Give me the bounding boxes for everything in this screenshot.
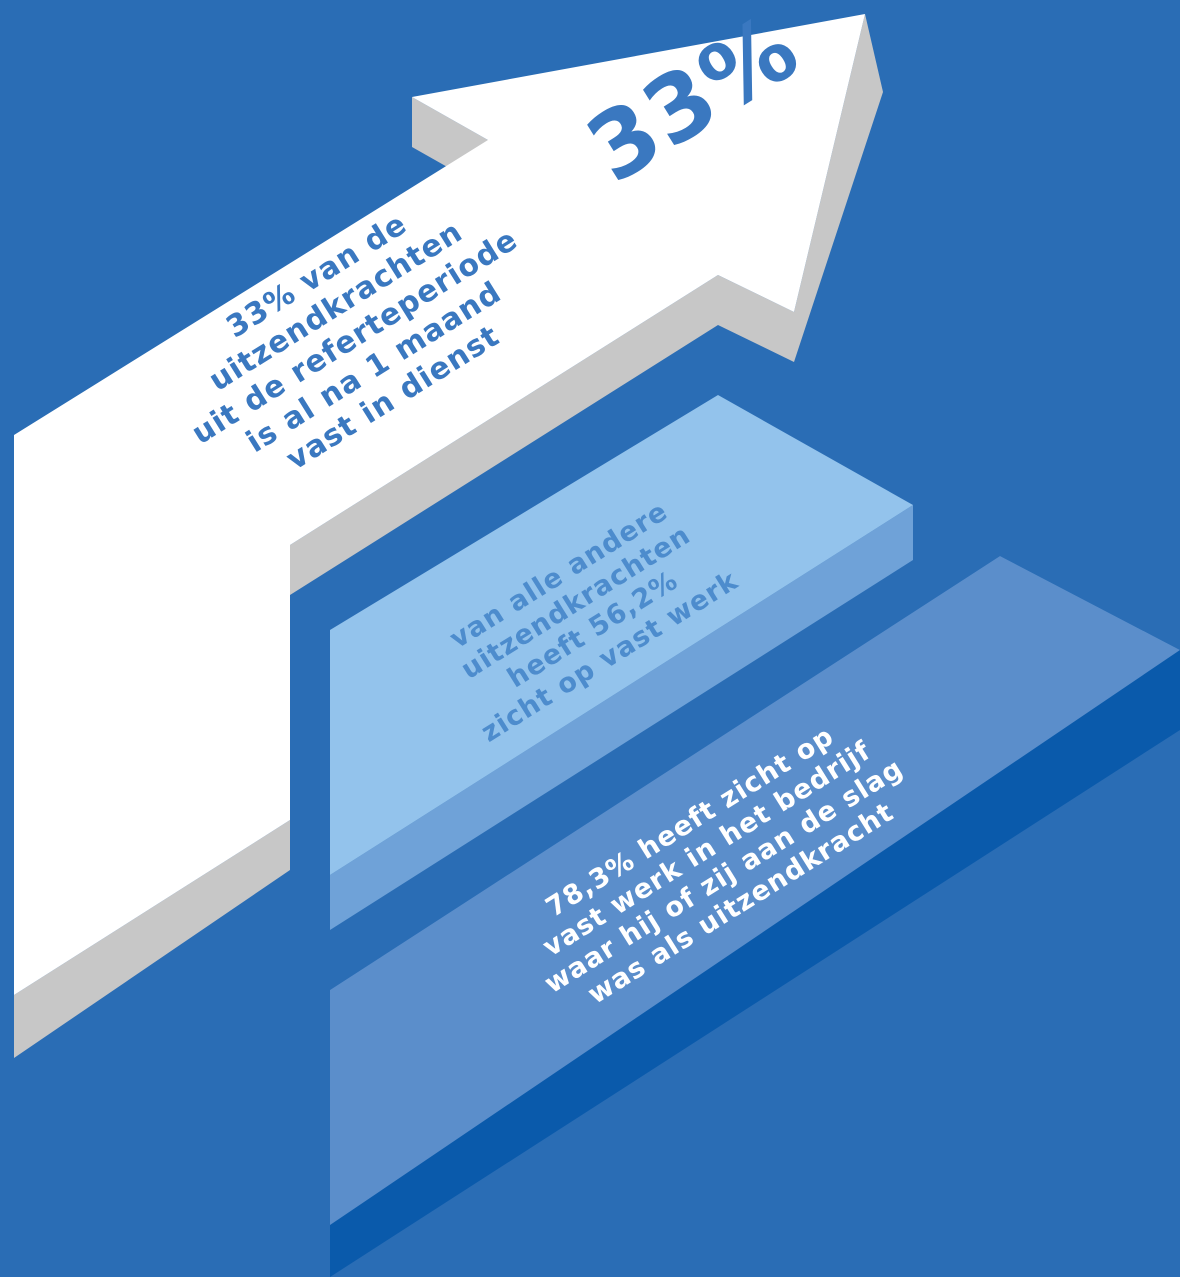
arrow-side-shaft bbox=[290, 275, 718, 595]
arrow-side-head bbox=[794, 14, 883, 362]
bottom-step bbox=[330, 556, 1180, 1277]
middle-step-top bbox=[330, 395, 913, 875]
middle-step bbox=[330, 395, 913, 930]
bottom-step-top bbox=[330, 556, 1180, 1225]
arrow-side-notch bbox=[718, 275, 794, 362]
growth-arrow bbox=[14, 14, 883, 1058]
arrow-face bbox=[14, 14, 865, 995]
arrow-side-bottom bbox=[14, 820, 290, 1058]
middle-step-side bbox=[330, 505, 913, 930]
